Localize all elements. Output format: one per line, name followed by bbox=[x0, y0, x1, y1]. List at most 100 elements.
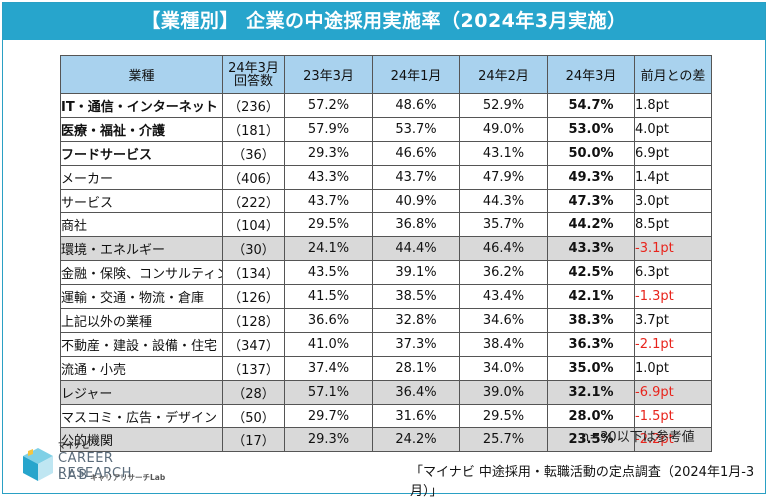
table-row: IT・通信・インターネット （236） 57.2% 48.6% 52.9% 54.7% 1.… bbox=[60, 93, 712, 118]
industry-cell: 流通・小売 bbox=[60, 355, 223, 381]
diff-cell: -6.9pt bbox=[634, 379, 712, 405]
diff-cell: 6.9pt bbox=[634, 140, 712, 166]
header-diff: 前月との差 bbox=[634, 55, 712, 94]
value-2303-cell: 29.5% bbox=[284, 212, 373, 238]
value-2402-cell: 38.4% bbox=[459, 331, 548, 357]
count-cell: （36） bbox=[222, 140, 285, 166]
table-row: 流通・小売 （137） 37.4% 28.1% 34.0% 35.0% 1.0pt bbox=[60, 355, 712, 381]
value-2403-cell: 47.3% bbox=[547, 188, 635, 214]
table-row: 医療・福祉・介護 （181） 57.9% 53.7% 49.0% 53.0% 4.0pt bbox=[60, 116, 712, 142]
count-cell: （30） bbox=[222, 236, 285, 262]
industry-cell: メーカー bbox=[60, 164, 223, 190]
diff-cell: 6.3pt bbox=[634, 260, 712, 286]
diff-cell: -2.2pt bbox=[634, 427, 712, 453]
value-2403-cell: 28.0% bbox=[547, 403, 635, 429]
value-2401-cell: 38.5% bbox=[372, 284, 460, 310]
value-2403-cell: 42.1% bbox=[547, 284, 635, 310]
data-table: 業種 24年3月 回答数 23年3月 24年1月 24年2月 24年3月 前月と… bbox=[60, 55, 712, 453]
industry-cell: 医療・福祉・介護 bbox=[60, 116, 223, 142]
value-2403-cell: 43.3% bbox=[547, 236, 635, 262]
table-body: IT・通信・インターネット （236） 57.2% 48.6% 52.9% 54.7% 1.… bbox=[60, 93, 712, 453]
value-2403-cell: 35.0% bbox=[547, 355, 635, 381]
industry-cell: 上記以外の業種 bbox=[60, 308, 223, 333]
count-cell: （347） bbox=[222, 331, 285, 357]
value-2402-cell: 49.0% bbox=[459, 116, 548, 142]
value-2303-cell: 41.0% bbox=[284, 331, 373, 357]
value-2402-cell: 39.0% bbox=[459, 379, 548, 405]
value-2402-cell: 44.3% bbox=[459, 188, 548, 214]
industry-cell: IT・通信・インターネット bbox=[60, 93, 223, 118]
diff-cell: -3.1pt bbox=[634, 236, 712, 262]
table-row: 金融・保険、コンサルティング（134）43.5%39.1%36.2%42.5%6… bbox=[60, 260, 712, 286]
industry-cell: 商社 bbox=[60, 212, 223, 238]
value-2403-cell: 23.5% bbox=[547, 427, 635, 453]
logo-kana: キャリアリサーチLab bbox=[90, 473, 166, 482]
value-2401-cell: 39.1% bbox=[372, 260, 460, 286]
value-2402-cell: 34.6% bbox=[459, 308, 548, 333]
header-period-2402: 24年2月 bbox=[459, 55, 548, 94]
count-cell: （222） bbox=[222, 188, 285, 214]
source-citation: 「マイナビ 中途採用・転職活動の定点調査（2024年1月-3月）」 bbox=[410, 465, 755, 499]
value-2402-cell: 47.9% bbox=[459, 164, 548, 190]
industry-cell: 環境・エネルギー bbox=[60, 236, 223, 262]
table-row: 環境・エネルギー （30） 24.1% 44.4% 46.4% 43.3% -3.1pt bbox=[60, 236, 712, 262]
header-count: 24年3月 回答数 bbox=[222, 55, 285, 94]
logo-mynavi: マイナビ bbox=[58, 441, 90, 450]
value-2401-cell: 46.6% bbox=[372, 140, 460, 166]
value-2303-cell: 41.5% bbox=[284, 284, 373, 310]
count-cell: （50） bbox=[222, 403, 285, 429]
header-period-2403: 24年3月 bbox=[547, 55, 635, 94]
diff-cell: -2.1pt bbox=[634, 331, 712, 357]
value-2303-cell: 29.3% bbox=[284, 140, 373, 166]
value-2403-cell: 49.3% bbox=[547, 164, 635, 190]
value-2402-cell: 35.7% bbox=[459, 212, 548, 238]
count-cell: （137） bbox=[222, 355, 285, 381]
reference-note: n=30以下は参考値 bbox=[581, 430, 695, 445]
count-cell: （104） bbox=[222, 212, 285, 238]
cube-logo-icon bbox=[23, 448, 53, 481]
outer-frame bbox=[2, 2, 766, 494]
value-2402-cell: 34.0% bbox=[459, 355, 548, 381]
header-period-2401: 24年1月 bbox=[372, 55, 460, 94]
industry-cell: フードサービス bbox=[60, 140, 223, 166]
value-2303-cell: 57.1% bbox=[284, 379, 373, 405]
diff-cell: -1.5pt bbox=[634, 403, 712, 429]
value-2303-cell: 43.7% bbox=[284, 188, 373, 214]
value-2403-cell: 42.5% bbox=[547, 260, 635, 286]
value-2402-cell: 29.5% bbox=[459, 403, 548, 429]
table-row: 運輸・交通・物流・倉庫 （126） 41.5% 38.5% 43.4% 42.1% -1.3… bbox=[60, 284, 712, 310]
industry-cell: レジャー bbox=[60, 379, 223, 405]
value-2303-cell: 43.3% bbox=[284, 164, 373, 190]
logo-lab: LAB bbox=[58, 468, 90, 483]
count-cell: （181） bbox=[222, 116, 285, 142]
value-2403-cell: 53.0% bbox=[547, 116, 635, 142]
count-cell: （406） bbox=[222, 164, 285, 190]
value-2403-cell: 36.3% bbox=[547, 331, 635, 357]
value-2403-cell: 50.0% bbox=[547, 140, 635, 166]
value-2401-cell: 32.8% bbox=[372, 308, 460, 333]
header-count-line1: 24年3月 bbox=[228, 60, 279, 76]
table-row: サービス （222） 43.7% 40.9% 44.3% 47.3% 3.0pt bbox=[60, 188, 712, 214]
value-2303-cell: 37.4% bbox=[284, 355, 373, 381]
diff-cell: 3.0pt bbox=[634, 188, 712, 214]
diff-cell: 1.8pt bbox=[634, 93, 712, 118]
value-2303-cell: 29.3% bbox=[284, 427, 373, 453]
table-row: 商社 （104） 29.5% 36.8% 35.7% 44.2% 8.5pt bbox=[60, 212, 712, 238]
value-2401-cell: 31.6% bbox=[372, 403, 460, 429]
value-2401-cell: 43.7% bbox=[372, 164, 460, 190]
value-2401-cell: 36.4% bbox=[372, 379, 460, 405]
table-row: 上記以外の業種 （128） 36.6% 32.8% 34.6% 38.3% 3.7pt bbox=[60, 308, 712, 333]
value-2402-cell: 36.2% bbox=[459, 260, 548, 286]
industry-cell: マスコミ・広告・デザイン bbox=[60, 403, 223, 429]
industry-cell: サービス bbox=[60, 188, 223, 214]
value-2303-cell: 57.9% bbox=[284, 116, 373, 142]
value-2401-cell: 48.6% bbox=[372, 93, 460, 118]
count-cell: （17） bbox=[222, 427, 285, 453]
count-cell: （126） bbox=[222, 284, 285, 310]
value-2402-cell: 46.4% bbox=[459, 236, 548, 262]
industry-cell: 不動産・建設・設備・住宅 bbox=[60, 331, 223, 357]
table-row: レジャー （28） 57.1% 36.4% 39.0% 32.1% -6.9pt bbox=[60, 379, 712, 405]
diff-cell: 8.5pt bbox=[634, 212, 712, 238]
value-2401-cell: 44.4% bbox=[372, 236, 460, 262]
header-period-2303: 23年3月 bbox=[284, 55, 373, 94]
